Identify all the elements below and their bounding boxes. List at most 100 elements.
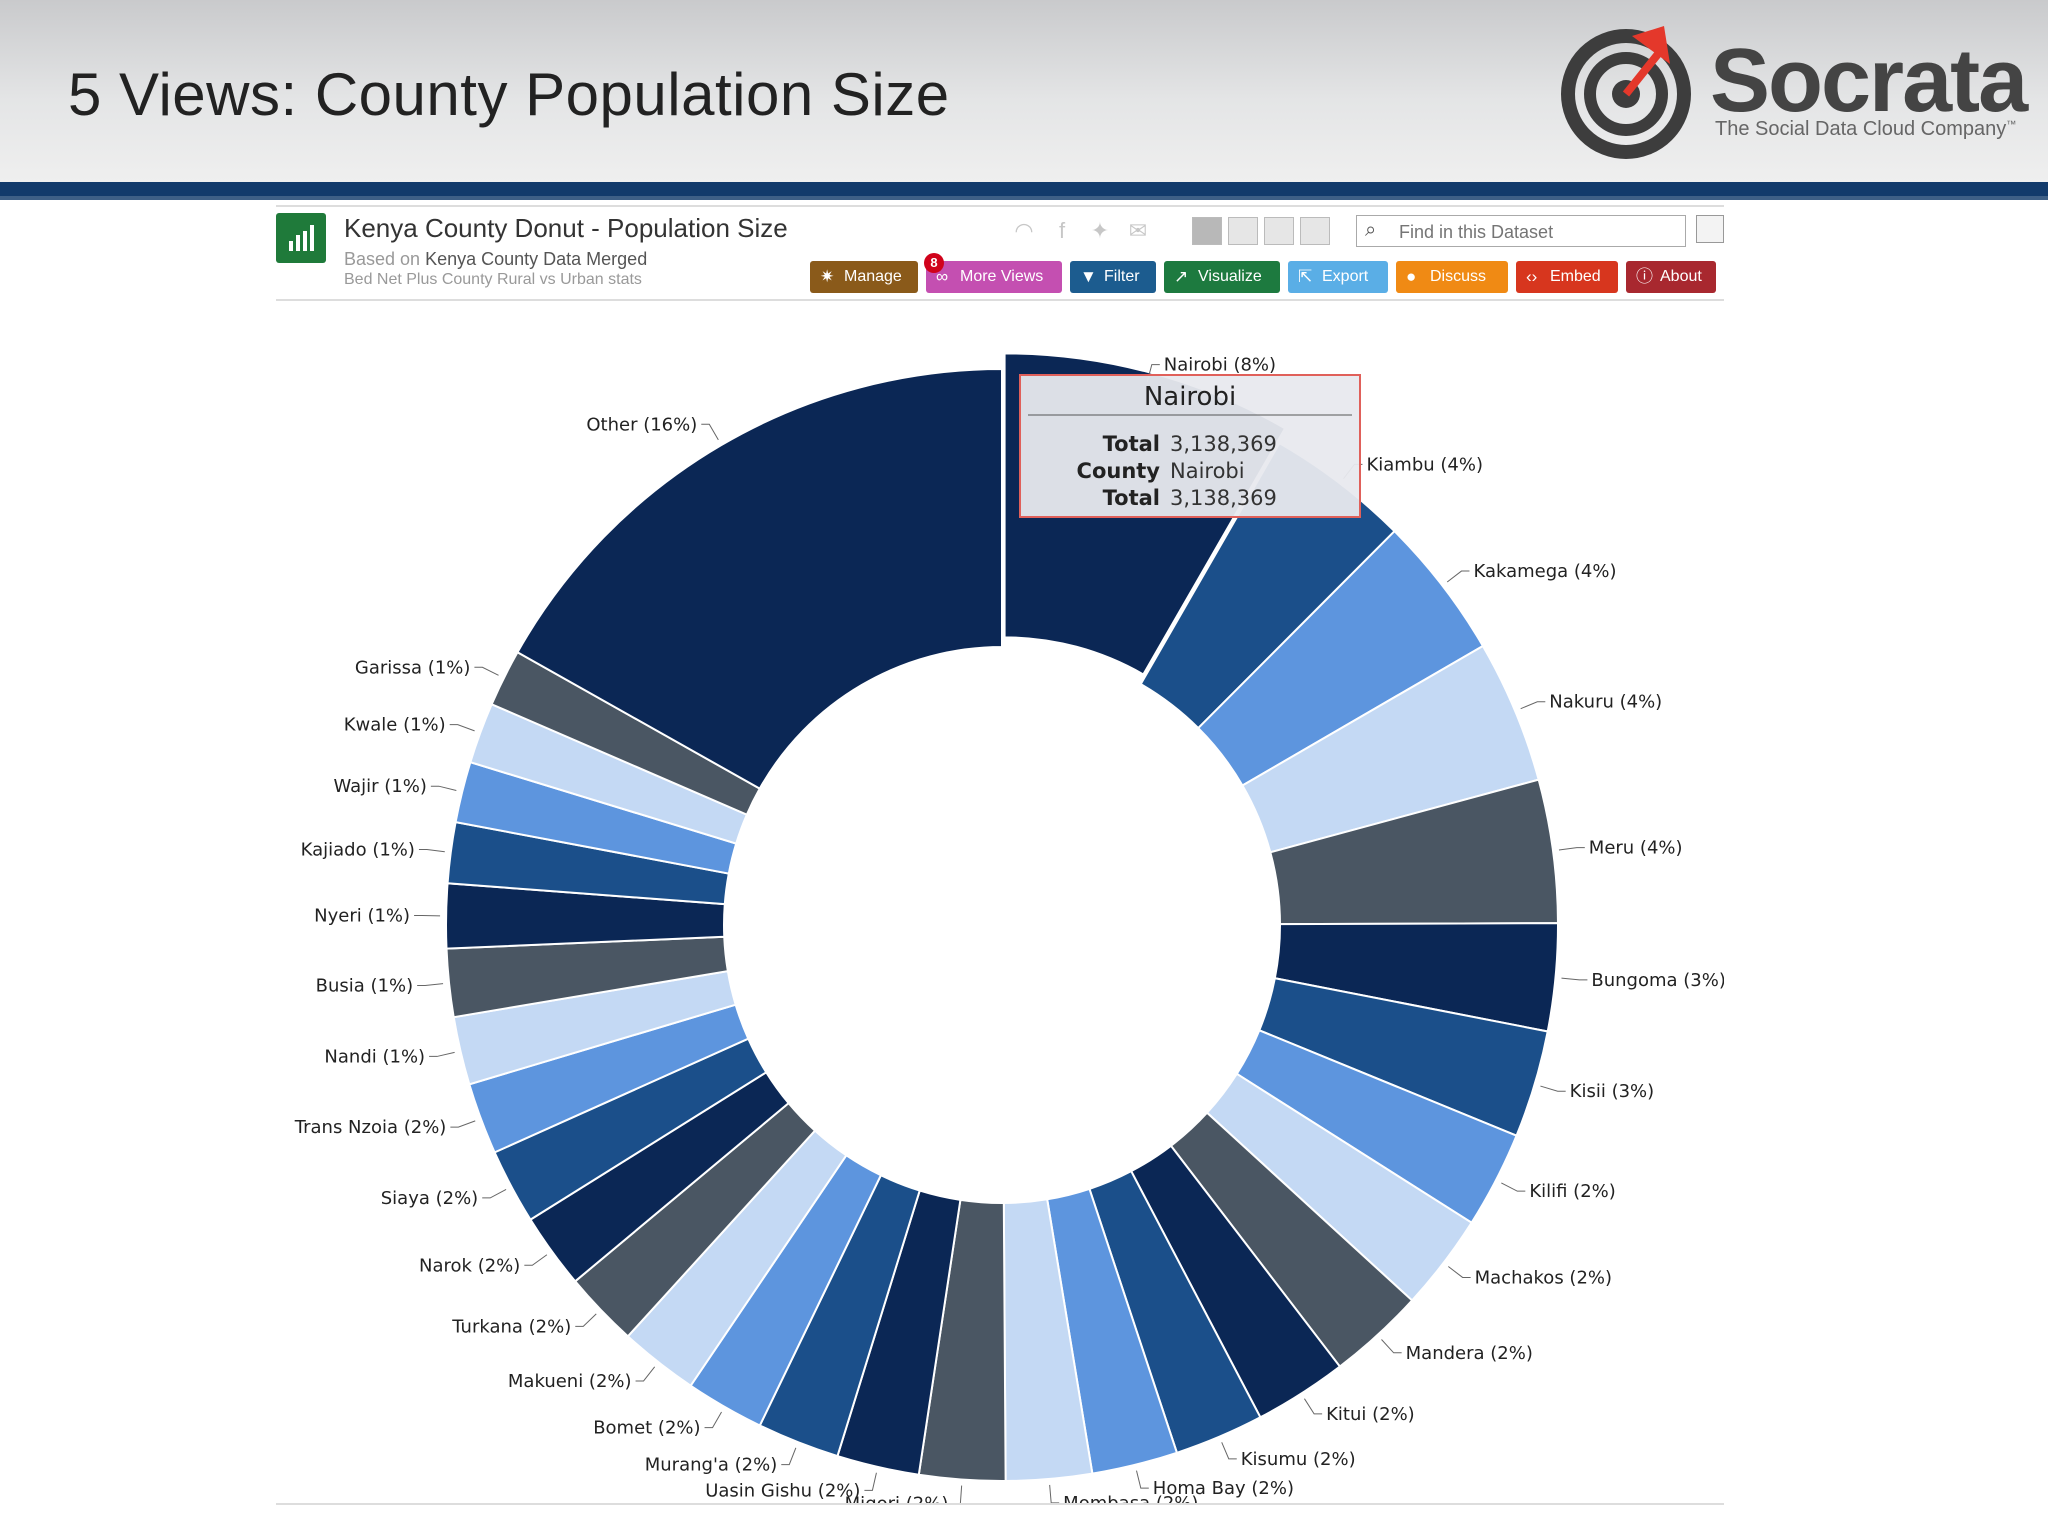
dataset-view-panel: Kenya County Donut - Population Size Bas…	[276, 205, 1724, 1505]
more-views-count-badge: 8	[924, 253, 944, 273]
slide-header: 5 Views: County Population Size Socrata …	[0, 0, 2048, 182]
target-logo-icon	[1561, 26, 1691, 159]
socrata-logo: Socrata The Social Data Cloud Company™	[1560, 24, 2028, 164]
label-leader-line	[781, 1447, 797, 1466]
search-icon: ⌕	[1365, 219, 1377, 241]
label-leader-line	[482, 1188, 507, 1199]
slice-label: Machakos (2%)	[1475, 1267, 1612, 1288]
slice-label: Kajiado (1%)	[301, 839, 415, 860]
share-icons: ◠ f ✦ ✉	[1012, 219, 1172, 249]
label-leader-line	[701, 423, 719, 441]
label-leader-line	[1520, 701, 1546, 710]
slice-label: Kwale (1%)	[344, 715, 446, 736]
label-leader-line	[1049, 1484, 1060, 1504]
binoculars-icon: ∞	[936, 267, 949, 286]
slice-label: Turkana (2%)	[451, 1316, 571, 1337]
email-icon[interactable]: ✉	[1128, 218, 1148, 243]
about-button[interactable]: ⓘ About	[1626, 261, 1716, 293]
export-button[interactable]: ⇱ Export	[1288, 261, 1388, 293]
tooltip-value: Nairobi	[1170, 459, 1245, 483]
tooltip-value: 3,138,369	[1170, 432, 1277, 456]
tooltip-box	[1019, 374, 1361, 518]
header-divider-shadow	[0, 196, 2048, 200]
page-view-icon[interactable]	[1300, 217, 1330, 245]
label-leader-line	[1381, 1339, 1402, 1354]
slice-label: Nandi (1%)	[324, 1046, 425, 1067]
dataset-description: Bed Net Plus County Rural vs Urban stats	[344, 271, 642, 288]
slice-label: Mandera (2%)	[1406, 1343, 1533, 1364]
chart-view-icon[interactable]	[1192, 217, 1222, 245]
label-leader-line	[575, 1313, 597, 1327]
slice-label: Mombasa (2%)	[1063, 1493, 1198, 1505]
panel-top-border	[276, 205, 1724, 207]
slice-label: Kisii (3%)	[1570, 1081, 1655, 1102]
logo-wordmark: Socrata	[1710, 31, 2028, 131]
fullscreen-button[interactable]	[1696, 215, 1724, 243]
panel-header-border	[276, 299, 1724, 301]
label-leader-line	[704, 1411, 722, 1429]
twitter-icon[interactable]: ✦	[1090, 218, 1110, 243]
more-views-button[interactable]: ∞ More Views	[926, 261, 1062, 293]
slice-label: Kakamega (4%)	[1473, 561, 1616, 582]
embed-button[interactable]: ‹› Embed	[1516, 261, 1618, 293]
logo-tagline: The Social Data Cloud Company™	[1715, 118, 2017, 140]
tooltip-title: Nairobi	[1144, 382, 1236, 412]
slice-label: Uasin Gishu (2%)	[705, 1480, 860, 1501]
slice-label: Makueni (2%)	[508, 1371, 632, 1392]
slice-label: Kitui (2%)	[1326, 1404, 1415, 1425]
discuss-button[interactable]: ● Discuss	[1396, 261, 1508, 293]
facebook-icon[interactable]: f	[1058, 218, 1066, 243]
slice-label: Murang'a (2%)	[645, 1455, 778, 1476]
slice-label: Trans Nzoia (2%)	[294, 1117, 447, 1138]
tooltip-key: Total	[1103, 486, 1160, 510]
manage-button[interactable]: ✷ Manage	[810, 261, 918, 293]
county-donut-chart: Nairobi (8%) Kiambu (4%) Kakamega (4%) Naku…	[294, 352, 1724, 1505]
tooltip: Nairobi Total 3,138,369 County Nairobi T…	[1019, 374, 1361, 518]
list-view-icon[interactable]	[1264, 217, 1294, 245]
label-leader-line	[1448, 1266, 1471, 1278]
label-leader-line	[952, 1485, 963, 1504]
label-leader-line	[1558, 847, 1585, 851]
slice-label: Nairobi (8%)	[1164, 355, 1276, 376]
dataset-search-input[interactable]	[1397, 218, 1681, 246]
tooltip-value: 3,138,369	[1170, 486, 1277, 510]
slice-label: Other (16%)	[586, 414, 697, 435]
slice-labels: Nairobi (8%) Kiambu (4%) Kakamega (4%) Naku…	[294, 355, 1724, 1505]
code-icon: ‹›	[1526, 267, 1538, 286]
rss-icon[interactable]: ◠	[1014, 218, 1034, 243]
label-leader-line	[430, 785, 457, 791]
slice-label: Meru (4%)	[1589, 838, 1683, 859]
label-leader-line	[1446, 570, 1470, 583]
slice-label: Bungoma (3%)	[1591, 970, 1724, 991]
gear-icon: ✷	[820, 267, 835, 286]
slice-label: Garissa (1%)	[355, 657, 471, 678]
label-leader-line	[1501, 1182, 1526, 1192]
speech-bubble-icon: ●	[1406, 267, 1417, 286]
source-dataset-link[interactable]: Kenya County Data Merged	[425, 249, 648, 269]
filter-button[interactable]: ▼ Filter	[1070, 261, 1156, 293]
bar-chart-icon	[276, 213, 326, 263]
export-icon: ⇱	[1298, 267, 1313, 286]
label-leader-line	[450, 1120, 476, 1128]
slice-other[interactable]	[516, 367, 1003, 790]
label-leader-line	[417, 983, 444, 987]
view-mode-switcher	[1192, 217, 1336, 250]
label-leader-line	[449, 724, 475, 732]
tooltip-key: County	[1077, 459, 1161, 483]
label-leader-line	[429, 1051, 455, 1057]
header-divider	[0, 182, 2048, 196]
slice-label: Kisumu (2%)	[1241, 1449, 1356, 1470]
label-leader-line	[1304, 1398, 1323, 1415]
slice-label: Busia (1%)	[316, 976, 414, 997]
label-leader-line	[864, 1472, 877, 1491]
slice-label: Kilifi (2%)	[1529, 1181, 1615, 1202]
tooltip-key: Total	[1103, 432, 1160, 456]
slice-label: Migori (2%)	[845, 1494, 949, 1505]
slice-label: Nyeri (1%)	[314, 906, 410, 927]
table-view-icon[interactable]	[1228, 217, 1258, 245]
slice-label: Bomet (2%)	[593, 1418, 700, 1439]
label-leader-line	[524, 1254, 548, 1266]
donut-slices	[445, 352, 1560, 1482]
slice-label: Narok (2%)	[419, 1255, 520, 1276]
visualize-button[interactable]: ↗ Visualize	[1164, 261, 1280, 293]
